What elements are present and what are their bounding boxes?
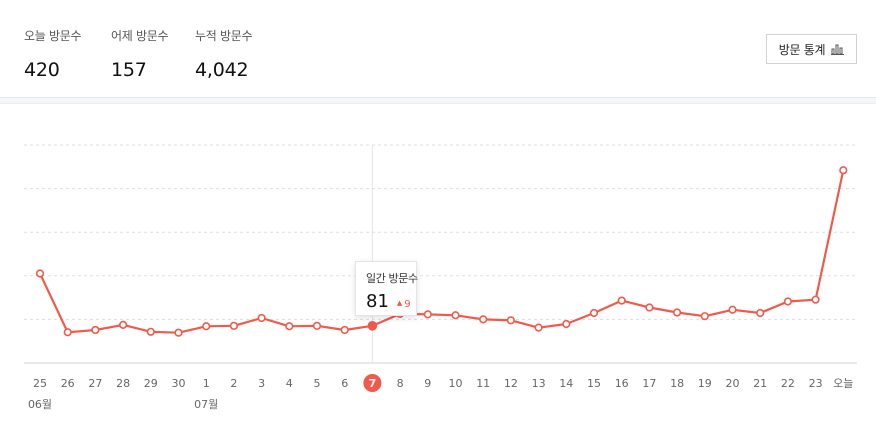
- data-point: [783, 297, 793, 306]
- data-point: [91, 325, 100, 335]
- x-tick-label: 13: [532, 377, 546, 390]
- data-point: [672, 308, 682, 317]
- data-point: [312, 321, 322, 330]
- x-tick-label: 16: [615, 377, 629, 390]
- month-label: 07월: [194, 398, 218, 411]
- tooltip-title: 일간 방문수: [366, 272, 418, 285]
- x-tick-label: 14: [559, 377, 573, 390]
- visit-stats-button[interactable]: 방문 통계: [766, 34, 857, 64]
- data-point: [146, 327, 155, 336]
- x-tick-label: 23: [809, 377, 823, 390]
- highlight-day-badge: [363, 374, 382, 392]
- x-tick-label: 22: [781, 377, 795, 390]
- x-tick-label: 8: [397, 377, 404, 390]
- stat-total-value: 4,042: [195, 59, 249, 81]
- x-tick-label: 10: [449, 377, 463, 390]
- stat-total: 누적 방문수 4,042: [195, 27, 253, 81]
- data-point: [589, 308, 599, 318]
- data-point: [617, 296, 626, 305]
- stat-yesterday: 어제 방문수 157: [111, 27, 169, 81]
- daily-visits-chart: 25 26 27 28 29 30 1 2 3 4 5 6 7 8 9 10 11 12 13 14 15 16 17 18 1…: [24, 144, 857, 411]
- data-point: [367, 321, 378, 331]
- data-point: [118, 320, 128, 330]
- x-tick-label: 15: [587, 377, 601, 390]
- tooltip-delta: ▲ 9: [397, 299, 411, 310]
- x-tick-label: 20: [726, 377, 740, 390]
- tooltip-value: 81: [366, 291, 389, 312]
- data-point: [340, 325, 349, 335]
- x-tick-label: 1: [203, 377, 210, 390]
- tooltip-delta-value: 9: [404, 299, 411, 310]
- x-tick-label: 9: [424, 377, 431, 390]
- data-point: [257, 313, 266, 323]
- arrow-up-icon: ▲: [396, 299, 403, 307]
- x-tick-label: 12: [504, 377, 518, 390]
- x-tick-label: 28: [116, 377, 130, 390]
- stat-yesterday-value: 157: [111, 59, 147, 81]
- x-tick-label: 30: [172, 377, 186, 390]
- data-point: [811, 295, 820, 304]
- stat-total-label: 누적 방문수: [195, 29, 253, 43]
- series-line: [39, 169, 845, 334]
- stats-bar: 오늘 방문수 420 어제 방문수 157 누적 방문수 4,042 방문 통계: [0, 0, 876, 98]
- bar-chart-icon: [831, 44, 845, 55]
- data-point: [285, 322, 294, 331]
- x-tick-label: 25: [33, 377, 47, 390]
- data-point: [534, 323, 543, 332]
- data-point: [63, 328, 72, 337]
- data-point: [728, 305, 737, 314]
- data-point: [562, 319, 571, 329]
- data-point: [645, 303, 654, 312]
- x-tick-label: 오늘: [833, 377, 853, 390]
- x-tick-label: 7: [369, 377, 377, 390]
- x-tick-label: 2: [230, 377, 237, 390]
- x-tick-label: 17: [642, 377, 656, 390]
- data-point: [229, 321, 238, 330]
- stat-today: 오늘 방문수 420: [24, 27, 82, 81]
- x-tick-label: 29: [144, 377, 158, 390]
- x-tick-label: 19: [698, 377, 712, 390]
- stat-today-label: 오늘 방문수: [24, 29, 82, 43]
- data-point: [506, 316, 516, 325]
- x-tick-label: 11: [476, 377, 490, 390]
- x-tick-label: 4: [286, 377, 293, 390]
- data-point: [174, 328, 183, 337]
- data-point: [423, 310, 432, 319]
- x-tick-label: 3: [258, 377, 265, 390]
- data-point: [479, 315, 488, 324]
- x-tick-label: 5: [314, 377, 321, 390]
- stat-yesterday-label: 어제 방문수: [111, 29, 169, 43]
- chart-tooltip: 일간 방문수 81 ▲ 9: [355, 261, 418, 316]
- data-point: [756, 308, 765, 318]
- x-tick-label: 27: [88, 377, 102, 390]
- section-divider: [0, 98, 876, 104]
- visit-stats-button-label: 방문 통계: [778, 42, 826, 57]
- data-point: [839, 166, 848, 175]
- data-point: [202, 322, 211, 331]
- x-tick-label: 6: [341, 377, 348, 390]
- month-label: 06월: [28, 398, 52, 411]
- data-point: [700, 312, 709, 321]
- data-point: [35, 269, 45, 278]
- stat-today-value: 420: [24, 59, 60, 81]
- x-tick-label: 18: [670, 377, 684, 390]
- x-tick-label: 21: [753, 377, 767, 390]
- data-point: [451, 311, 460, 320]
- x-tick-label: 26: [61, 377, 75, 390]
